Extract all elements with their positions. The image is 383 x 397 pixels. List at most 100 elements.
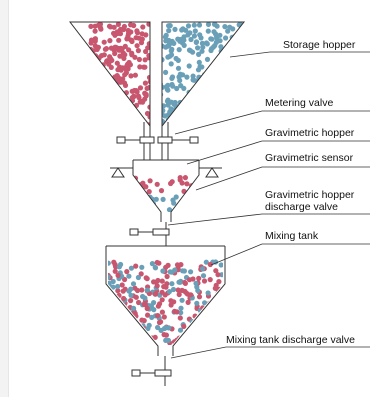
particle xyxy=(200,317,206,323)
particle xyxy=(154,283,160,289)
particle xyxy=(112,338,119,345)
particle xyxy=(179,121,185,126)
particle xyxy=(87,123,93,126)
metering-valve-left xyxy=(116,136,155,144)
particle xyxy=(115,98,121,104)
particle xyxy=(108,326,112,332)
particle xyxy=(108,322,112,328)
particle xyxy=(214,100,220,107)
particle xyxy=(178,111,184,117)
particle xyxy=(118,67,124,73)
particle xyxy=(216,279,222,285)
particle xyxy=(178,305,184,311)
particle xyxy=(172,267,178,273)
particle xyxy=(211,22,218,27)
particle xyxy=(114,60,120,66)
particle xyxy=(218,262,223,268)
particle xyxy=(161,332,167,338)
particle xyxy=(115,283,121,290)
particle xyxy=(176,115,182,121)
particle xyxy=(195,119,202,125)
particle xyxy=(92,28,98,34)
particle xyxy=(171,101,177,107)
particle xyxy=(195,340,201,345)
particle xyxy=(218,330,223,336)
particle xyxy=(92,124,99,126)
particle xyxy=(128,298,134,304)
particle xyxy=(88,103,94,109)
particle xyxy=(123,341,130,345)
particle xyxy=(197,32,203,38)
particle xyxy=(170,197,176,203)
particle xyxy=(213,282,219,288)
particle xyxy=(122,321,128,327)
particle xyxy=(196,59,202,65)
particle xyxy=(225,99,232,105)
particle xyxy=(95,22,101,28)
particle xyxy=(163,32,169,39)
particle xyxy=(94,73,100,79)
particle xyxy=(108,326,113,332)
particle xyxy=(201,109,207,115)
particle xyxy=(215,112,222,118)
particle xyxy=(196,275,202,281)
particle xyxy=(101,98,107,104)
particle xyxy=(111,259,117,265)
particle xyxy=(177,327,184,333)
particle xyxy=(191,33,197,39)
particle xyxy=(95,103,101,110)
particle xyxy=(186,112,192,119)
particle xyxy=(134,195,140,201)
particle xyxy=(118,100,124,106)
particle xyxy=(142,80,148,86)
particle xyxy=(114,91,120,97)
particle xyxy=(134,43,140,49)
particle xyxy=(173,194,179,200)
particle xyxy=(158,319,164,325)
particle xyxy=(133,294,139,300)
particle xyxy=(190,198,196,204)
particle xyxy=(217,295,223,301)
particle xyxy=(168,40,174,46)
particle xyxy=(222,24,228,30)
particle xyxy=(154,313,161,319)
particle xyxy=(87,100,94,106)
particle xyxy=(192,28,198,34)
particle xyxy=(109,303,115,309)
particle xyxy=(126,107,132,113)
particle xyxy=(161,284,167,290)
particle xyxy=(104,101,110,107)
particle xyxy=(166,23,172,29)
particle xyxy=(205,101,211,107)
particle xyxy=(198,327,204,334)
particle xyxy=(102,46,108,52)
particle xyxy=(146,53,150,59)
particle xyxy=(95,96,101,102)
particle xyxy=(90,64,96,70)
particle xyxy=(230,46,236,52)
particle xyxy=(120,119,126,125)
particle xyxy=(220,90,226,96)
particle xyxy=(235,81,241,88)
storage-hopper-left xyxy=(68,21,151,128)
particle xyxy=(92,113,98,119)
particle xyxy=(220,303,223,309)
particle xyxy=(136,116,142,122)
particle xyxy=(101,39,107,45)
particle xyxy=(217,339,223,345)
particle xyxy=(213,268,219,274)
particle xyxy=(131,305,137,311)
particle xyxy=(149,314,155,320)
particle xyxy=(203,329,209,336)
particle xyxy=(109,298,115,304)
particle xyxy=(112,316,118,323)
particle xyxy=(135,202,142,208)
particle xyxy=(196,96,202,102)
particle xyxy=(221,50,227,56)
particle xyxy=(116,124,122,126)
particle xyxy=(135,201,141,207)
particle xyxy=(92,43,98,49)
particle xyxy=(168,180,174,187)
